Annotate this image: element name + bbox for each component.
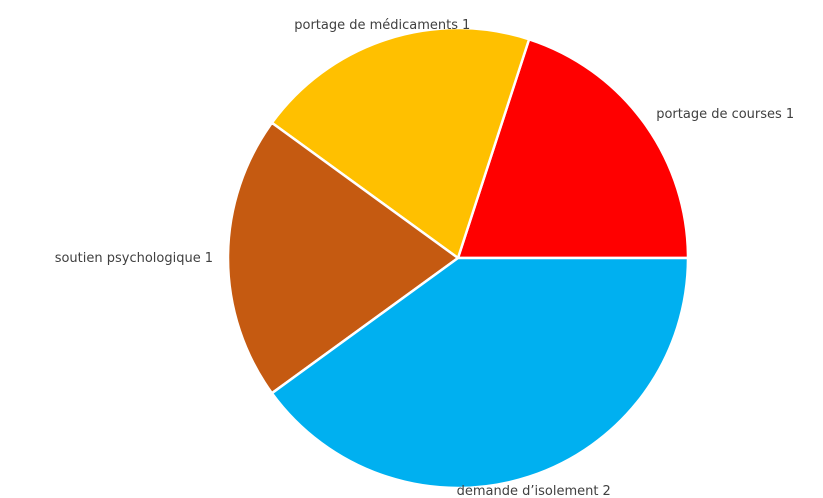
pie-slice — [226, 121, 461, 395]
data-label: portage de médicaments 1 — [294, 17, 470, 32]
label-value: 1 — [462, 17, 470, 32]
label-value: 2 — [602, 484, 610, 498]
label-category: portage de courses — [656, 106, 782, 121]
label-value: 1 — [786, 106, 794, 121]
pie-slice — [456, 37, 690, 260]
data-label: soutien psychologique 1 — [55, 251, 213, 266]
pie-slice — [270, 256, 690, 490]
data-label: demande d’isolement 2 — [457, 484, 611, 498]
label-category: portage de médicaments — [294, 17, 458, 32]
data-label: portage de courses 1 — [656, 106, 794, 121]
label-value: 1 — [205, 251, 213, 266]
label-category: soutien psychologique — [55, 251, 201, 266]
pie-slice — [270, 26, 531, 261]
label-category: demande d’isolement — [457, 484, 599, 498]
